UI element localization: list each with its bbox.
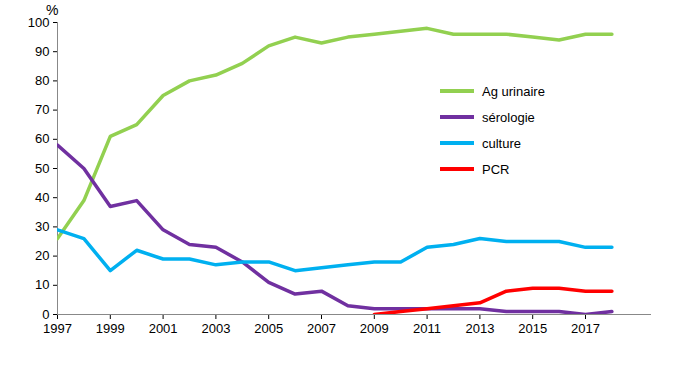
svg-text:70: 70	[35, 102, 49, 117]
svg-text:60: 60	[35, 131, 49, 146]
svg-text:50: 50	[35, 161, 49, 176]
svg-text:90: 90	[35, 44, 49, 59]
svg-text:1997: 1997	[43, 321, 72, 336]
svg-text:10: 10	[35, 277, 49, 292]
svg-text:20: 20	[35, 248, 49, 263]
svg-text:40: 40	[35, 190, 49, 205]
html-text:sérologie: sérologie	[482, 109, 535, 125]
svg-text:30: 30	[35, 219, 49, 234]
svg-text:100: 100	[27, 14, 50, 30]
svg-text:1999: 1999	[96, 321, 125, 336]
svg-text:2005: 2005	[254, 321, 283, 336]
svg-text:2003: 2003	[201, 321, 230, 336]
svg-text:2009: 2009	[360, 321, 389, 336]
svg-text:2015: 2015	[518, 321, 547, 336]
svg-text:2017: 2017	[571, 321, 600, 336]
svg-text:0: 0	[42, 307, 49, 322]
html-text:PCR: PCR	[482, 161, 510, 177]
html-text:Ag urinaire: Ag urinaire	[482, 83, 545, 99]
svg-text:80: 80	[35, 73, 49, 88]
svg-text:2011: 2011	[413, 321, 441, 336]
html-text:culture: culture	[482, 135, 521, 151]
svg-text:2001: 2001	[149, 321, 178, 336]
svg-text:2007: 2007	[307, 321, 336, 336]
svg-text:2013: 2013	[465, 321, 494, 336]
